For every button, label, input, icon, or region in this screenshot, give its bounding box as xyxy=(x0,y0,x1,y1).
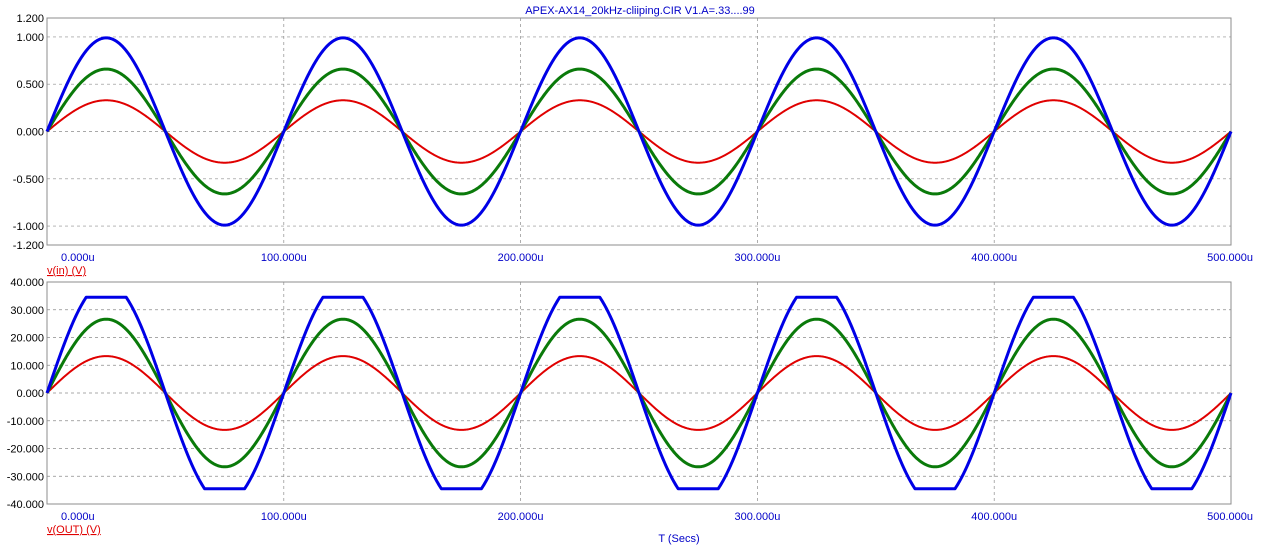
series-line-2 xyxy=(45,36,1233,227)
x-tick-label: 100.000u xyxy=(261,252,307,264)
y-tick-label: 0.500 xyxy=(16,79,44,91)
y-tick-label: -40.000 xyxy=(7,499,44,511)
y-tick-label: 0.000 xyxy=(16,388,44,400)
y-tick-label: -10.000 xyxy=(7,416,44,428)
y-tick-label: -1.200 xyxy=(13,240,44,252)
x-tick-label: 200.000u xyxy=(498,252,544,264)
chart-title: APEX-AX14_20kHz-cliiping.CIR V1.A=.33...… xyxy=(525,5,755,17)
series-line-2 xyxy=(45,295,1233,491)
y-tick-label: -20.000 xyxy=(7,444,44,456)
x-tick-label: 300.000u xyxy=(734,252,780,264)
x-tick-label: 0.000u xyxy=(61,511,95,523)
input-voltage-plot: 1.200 1.000 0.500 0.000 -0.500 -1.000 -1.200 0… xyxy=(13,13,1253,277)
x-tick-label: 400.000u xyxy=(971,252,1017,264)
y-axis-signal-label: v(in) (V) xyxy=(47,265,86,277)
y-tick-label: 1.000 xyxy=(16,32,44,44)
x-tick-label: 500.000u xyxy=(1207,252,1253,264)
y-tick-label: -30.000 xyxy=(7,471,44,483)
x-axis-label: T (Secs) xyxy=(658,533,699,545)
y-axis-signal-label: v(OUT) (V) xyxy=(47,524,101,536)
y-tick-label: -0.500 xyxy=(13,174,44,186)
x-tick-label: 200.000u xyxy=(498,511,544,523)
x-tick-label: 300.000u xyxy=(734,511,780,523)
y-tick-label: 30.000 xyxy=(10,305,44,317)
y-tick-label: 0.000 xyxy=(16,127,44,139)
y-tick-label: -1.000 xyxy=(13,221,44,233)
x-tick-label: 0.000u xyxy=(61,252,95,264)
y-tick-label: 20.000 xyxy=(10,333,44,345)
x-tick-label: 500.000u xyxy=(1207,511,1253,523)
x-tick-label: 100.000u xyxy=(261,511,307,523)
y-tick-label: 10.000 xyxy=(10,360,44,372)
y-tick-label: 1.200 xyxy=(16,13,44,25)
y-tick-label: 40.000 xyxy=(10,277,44,289)
output-voltage-plot: 40.000 30.000 20.000 10.000 0.000 -10.000 -20.… xyxy=(7,277,1253,545)
x-tick-label: 400.000u xyxy=(971,511,1017,523)
